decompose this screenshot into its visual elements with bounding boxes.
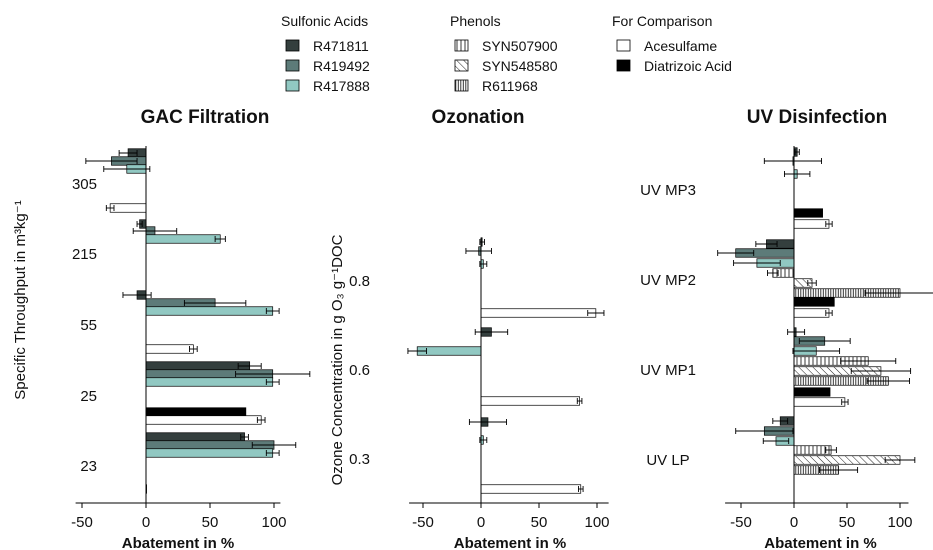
legend-swatch bbox=[616, 59, 631, 72]
legend-item-label: SYN548580 bbox=[482, 58, 558, 74]
panel-3: UV Disinfection UV MP3 UV MP2 UV MP1 UV LP -5… bbox=[640, 107, 933, 550]
y-axis-title: Specific Throughput in m³kg⁻¹ bbox=[12, 200, 29, 399]
bar-r417888 bbox=[145, 306, 274, 316]
x-axis-title: Abatement in % bbox=[122, 535, 235, 550]
bar-acesulfame bbox=[480, 308, 597, 318]
category-label: 0.3 bbox=[349, 451, 370, 468]
legend-swatch bbox=[454, 79, 469, 92]
bar-r471811 bbox=[145, 361, 251, 371]
x-axis-title: Abatement in % bbox=[764, 535, 877, 550]
panel-title: UV Disinfection bbox=[747, 107, 887, 128]
bar-acesulfame bbox=[109, 203, 147, 213]
category-label: 215 bbox=[72, 246, 97, 263]
category-label: UV MP1 bbox=[640, 362, 696, 379]
x-tick-label: 100 bbox=[887, 514, 912, 531]
bar-acesulfame bbox=[793, 219, 830, 229]
category-label: UV LP bbox=[646, 452, 689, 469]
legend-item-label: R611968 bbox=[482, 78, 538, 94]
category-label: 0.6 bbox=[349, 362, 370, 379]
bar-group bbox=[468, 417, 584, 494]
legend-item-label: Acesulfame bbox=[644, 38, 717, 54]
legend-item-label: SYN507900 bbox=[482, 38, 558, 54]
bar-group bbox=[132, 219, 226, 244]
legend-group-title: For Comparison bbox=[612, 13, 712, 29]
legend-group-title: Phenols bbox=[450, 13, 501, 29]
x-tick-label: 100 bbox=[261, 514, 286, 531]
bar-acesulfame bbox=[480, 484, 582, 494]
bar-r417888 bbox=[145, 377, 274, 387]
bar-group bbox=[145, 361, 311, 425]
legend-item-label: Diatrizoic Acid bbox=[644, 58, 732, 74]
legend-swatch bbox=[285, 79, 300, 92]
bar-acesulfame bbox=[793, 308, 830, 318]
legend-swatch bbox=[285, 39, 300, 52]
x-tick-label: 50 bbox=[839, 514, 856, 531]
x-tick-label: -50 bbox=[412, 514, 434, 531]
panel-1: GAC Filtration 305 215 55 25 23 -50 0 50 100 Abate… bbox=[12, 107, 311, 550]
legend-swatch bbox=[616, 39, 631, 52]
chart-panels: GAC Filtration 305 215 55 25 23 -50 0 50 100 Abate… bbox=[12, 107, 933, 550]
category-label: UV MP3 bbox=[640, 182, 696, 199]
bar-group bbox=[787, 327, 912, 407]
x-tick-label: 0 bbox=[477, 514, 485, 531]
bar-group bbox=[735, 416, 916, 475]
category-label: 305 bbox=[72, 176, 97, 193]
bar-diatrizoic bbox=[145, 407, 247, 417]
category-label: UV MP2 bbox=[640, 272, 696, 289]
x-tick-label: 0 bbox=[790, 514, 798, 531]
bar-group bbox=[145, 432, 297, 494]
bar-group bbox=[763, 147, 833, 229]
legend-group-title: Sulfonic Acids bbox=[281, 13, 368, 29]
x-tick-label: 0 bbox=[142, 514, 150, 531]
category-label: 25 bbox=[80, 388, 97, 405]
bar-acesulfame bbox=[145, 415, 262, 425]
bar-r417888 bbox=[145, 448, 274, 458]
legend-item-label: R417888 bbox=[313, 78, 370, 94]
legend: Sulfonic Acids R471811 R419492 R417888 Pheno… bbox=[281, 13, 732, 94]
x-tick-label: 100 bbox=[584, 514, 609, 531]
category-label: 55 bbox=[80, 317, 97, 334]
x-tick-label: 50 bbox=[531, 514, 548, 531]
x-tick-label: 50 bbox=[202, 514, 219, 531]
bar-group bbox=[717, 239, 933, 318]
bar-acesulfame bbox=[480, 396, 580, 406]
panel-2: Ozonation 0.8 0.6 0.3 -50 0 50 100 Abatement in … bbox=[329, 107, 610, 550]
legend-swatch bbox=[285, 59, 300, 72]
bar-diatrizoic bbox=[793, 208, 823, 218]
legend-item-label: R419492 bbox=[313, 58, 370, 74]
legend-swatch bbox=[454, 59, 469, 72]
legend-item-label: R471811 bbox=[313, 38, 369, 54]
bar-diatrizoic bbox=[793, 297, 835, 307]
bar-r471811 bbox=[145, 432, 245, 442]
legend-swatch bbox=[454, 39, 469, 52]
bar-group bbox=[465, 237, 605, 318]
bar-syn548580 bbox=[793, 455, 901, 465]
panel-title: GAC Filtration bbox=[141, 107, 270, 128]
category-label: 0.8 bbox=[349, 273, 370, 290]
bar-r417888 bbox=[145, 234, 221, 244]
y-axis-title: Ozone Concentration in g O₃ g⁻¹DOC bbox=[329, 234, 346, 485]
bar-group bbox=[407, 327, 583, 406]
panel-title: Ozonation bbox=[432, 107, 525, 128]
x-tick-label: -50 bbox=[71, 514, 93, 531]
x-tick-label: -50 bbox=[730, 514, 752, 531]
bar-acesulfame bbox=[145, 344, 194, 354]
bar-acesulfame bbox=[793, 397, 846, 407]
bar-diatrizoic bbox=[793, 387, 831, 397]
category-label: 23 bbox=[80, 458, 97, 475]
x-axis-title: Abatement in % bbox=[454, 535, 567, 550]
